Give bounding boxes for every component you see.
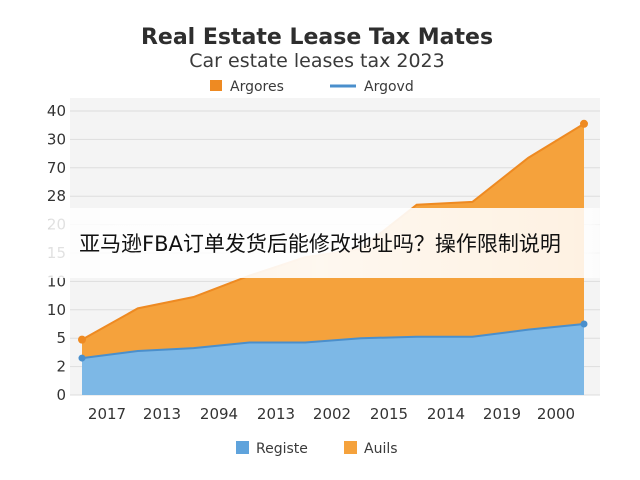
x-tick-label: 2013 [143,405,181,423]
y-tick-label: 0 [56,386,66,404]
x-tick-label: 2014 [427,405,465,423]
legend-label-argovd: Argovd [364,79,414,95]
chart-title: Real Estate Lease Tax Mates [141,25,493,50]
legend-swatch-auils [344,441,357,454]
point-argovd [78,354,86,362]
x-tick-label: 2019 [483,405,521,423]
y-tick-label: 40 [47,102,66,120]
area-series [81,122,585,395]
data-points [78,119,588,362]
x-tick-label: 2002 [313,405,351,423]
legend-label-argores: Argores [230,79,284,95]
y-tick-label: 10 [47,301,66,319]
y-tick-label: 70 [47,159,66,177]
legend-label-registe: Registe [256,441,308,457]
x-tick-label: 2015 [370,405,408,423]
x-tick-label: 2094 [200,405,238,423]
legend-swatch-registe [236,441,249,454]
line-argovd [81,323,585,360]
x-axis-tick-labels: 2017 2013 2094 2013 2002 2015 2014 2019 2000 [88,405,575,423]
x-tick-label: 2000 [537,405,575,423]
chart-subtitle: Car estate leases tax 2023 [189,50,445,72]
y-tick-label: 5 [56,329,66,347]
bottom-legend: Registe Auils [236,441,398,457]
y-tick-label: 30 [47,130,66,148]
x-tick-label: 2013 [257,405,295,423]
point-argores [78,335,86,344]
top-legend: Argores Argovd [210,79,414,95]
legend-label-auils: Auils [364,441,398,457]
point-argores [580,119,588,128]
overlay-caption: 亚马逊FBA订单发货后能修改地址吗？操作限制说明 [79,232,561,256]
area-argovd [82,324,584,395]
overlay-banner: 亚马逊FBA订单发货后能修改地址吗？操作限制说明 [0,208,640,278]
legend-swatch-argores [210,80,222,91]
y-tick-label: 2 [56,358,66,376]
y-tick-label: 28 [47,187,66,205]
x-tick-label: 2017 [88,405,126,423]
area-argores [82,123,584,359]
point-argovd [580,320,588,328]
